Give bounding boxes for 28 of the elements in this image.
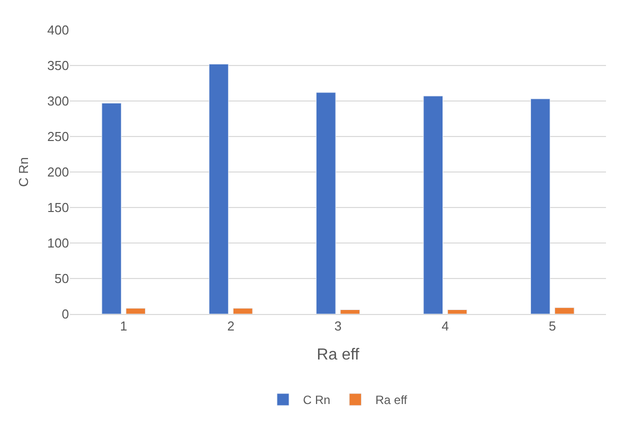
y-tick-label: 200 (47, 164, 69, 180)
x-tick-label: 3 (334, 318, 342, 334)
bar (447, 309, 468, 314)
bar (340, 309, 360, 314)
y-tick-label: 250 (47, 129, 69, 144)
bar (530, 98, 550, 314)
bar (208, 64, 229, 314)
bar (232, 308, 253, 314)
y-tick-label: 100 (47, 236, 69, 251)
y-tick-label: 0 (62, 306, 69, 322)
x-tick-label: 1 (120, 318, 128, 334)
bar (126, 308, 146, 314)
y-tick-label: 400 (47, 22, 69, 38)
bar (554, 307, 574, 314)
y-tick-label: 350 (47, 58, 69, 74)
x-tick-label: 5 (548, 318, 556, 334)
y-tick-label: 50 (54, 271, 69, 286)
bar (423, 96, 444, 314)
bar (316, 92, 336, 314)
x-axis-title: Ra eff (316, 346, 360, 364)
x-tick-label: 4 (442, 318, 449, 334)
legend-label: Ra eff (375, 393, 408, 408)
y-tick-label: 150 (47, 200, 69, 216)
y-tick-label: 300 (47, 94, 69, 109)
bar (102, 102, 122, 314)
y-axis-title: C Rn (16, 157, 32, 187)
legend-label: C Rn (303, 393, 330, 408)
x-tick-label: 2 (227, 318, 234, 334)
